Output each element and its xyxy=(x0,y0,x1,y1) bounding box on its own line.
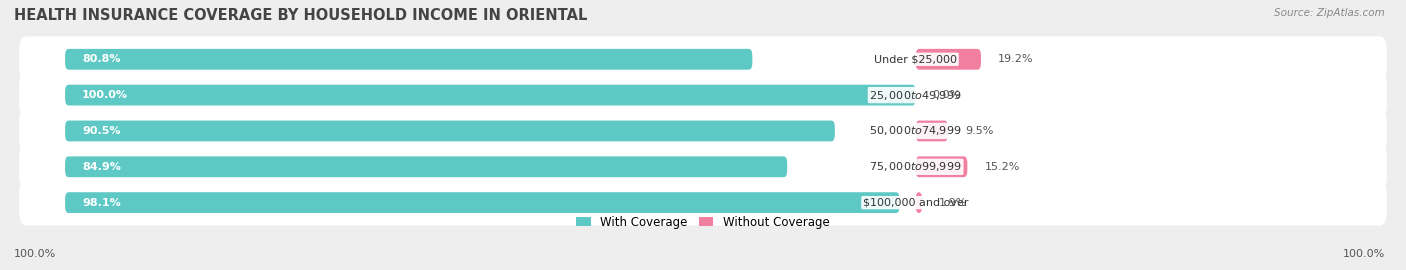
Text: Under $25,000: Under $25,000 xyxy=(875,54,957,64)
FancyBboxPatch shape xyxy=(20,180,1386,225)
Text: $100,000 and over: $100,000 and over xyxy=(863,198,969,208)
FancyBboxPatch shape xyxy=(915,49,981,70)
Text: $75,000 to $99,999: $75,000 to $99,999 xyxy=(869,160,962,173)
FancyBboxPatch shape xyxy=(65,49,752,70)
Text: 98.1%: 98.1% xyxy=(82,198,121,208)
Text: 1.9%: 1.9% xyxy=(939,198,967,208)
Text: $50,000 to $74,999: $50,000 to $74,999 xyxy=(869,124,962,137)
FancyBboxPatch shape xyxy=(915,121,948,141)
Text: 100.0%: 100.0% xyxy=(1343,249,1385,259)
Text: 9.5%: 9.5% xyxy=(965,126,994,136)
FancyBboxPatch shape xyxy=(20,36,1386,82)
Text: 100.0%: 100.0% xyxy=(14,249,56,259)
Text: 0.0%: 0.0% xyxy=(932,90,960,100)
FancyBboxPatch shape xyxy=(20,108,1386,154)
Text: 84.9%: 84.9% xyxy=(82,162,121,172)
FancyBboxPatch shape xyxy=(915,156,967,177)
FancyBboxPatch shape xyxy=(65,121,835,141)
Text: HEALTH INSURANCE COVERAGE BY HOUSEHOLD INCOME IN ORIENTAL: HEALTH INSURANCE COVERAGE BY HOUSEHOLD I… xyxy=(14,8,588,23)
Text: 19.2%: 19.2% xyxy=(998,54,1033,64)
FancyBboxPatch shape xyxy=(65,192,900,213)
FancyBboxPatch shape xyxy=(915,192,922,213)
Text: Source: ZipAtlas.com: Source: ZipAtlas.com xyxy=(1274,8,1385,18)
Text: 80.8%: 80.8% xyxy=(82,54,121,64)
Text: 90.5%: 90.5% xyxy=(82,126,121,136)
Text: 100.0%: 100.0% xyxy=(82,90,128,100)
Text: $25,000 to $49,999: $25,000 to $49,999 xyxy=(869,89,962,102)
FancyBboxPatch shape xyxy=(65,85,915,106)
Text: 15.2%: 15.2% xyxy=(984,162,1019,172)
FancyBboxPatch shape xyxy=(20,72,1386,118)
Legend: With Coverage, Without Coverage: With Coverage, Without Coverage xyxy=(572,211,834,234)
FancyBboxPatch shape xyxy=(65,156,787,177)
FancyBboxPatch shape xyxy=(20,144,1386,190)
